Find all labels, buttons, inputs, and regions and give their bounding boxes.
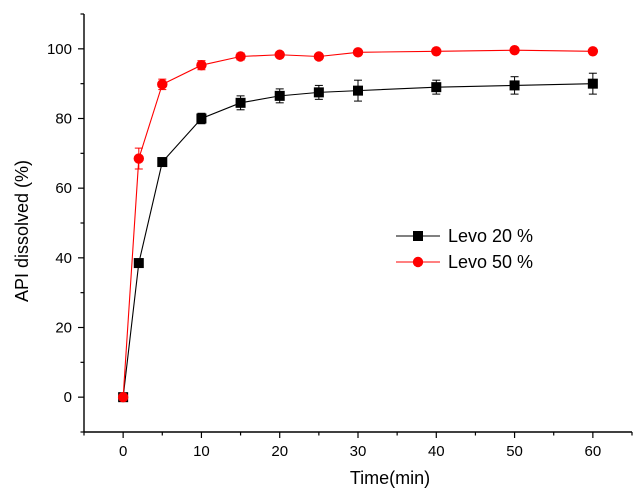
data-point-circle [157, 79, 168, 90]
y-tick-label: 100 [47, 41, 72, 58]
legend-label: Levo 50 % [448, 252, 533, 272]
x-tick-label: 0 [119, 443, 127, 460]
data-point-square [353, 85, 363, 96]
x-tick-label: 20 [271, 443, 288, 460]
data-point-circle [352, 47, 364, 58]
data-point-circle [431, 46, 442, 57]
y-tick-label: 40 [55, 250, 72, 267]
data-point-circle [235, 51, 246, 62]
y-tick-label: 20 [55, 320, 72, 337]
data-point-square [587, 78, 598, 89]
legend: Levo 20 % Levo 50 % [396, 226, 533, 272]
x-tick-label: 40 [428, 443, 445, 460]
x-tick-label: 60 [585, 443, 602, 460]
data-point-square [235, 97, 246, 108]
data-point-circle [313, 51, 325, 62]
data-point-circle [133, 153, 144, 164]
data-point-circle [412, 256, 424, 268]
data-point-square [313, 87, 324, 98]
data-point-square [413, 231, 423, 241]
y-tick-label: 80 [55, 111, 72, 128]
axes: 0 10 20 30 40 50 60 0 20 40 60 80 100 [47, 13, 633, 460]
y-axis-title: API dissolved (%) [12, 160, 32, 302]
data-point-square [431, 82, 442, 93]
data-point-circle [274, 49, 285, 60]
series-line [122, 49, 593, 398]
series-1 [118, 72, 598, 403]
data-point-square [133, 258, 144, 269]
legend-label: Levo 20 % [448, 226, 533, 246]
series-2 [117, 45, 599, 403]
data-point-square [509, 80, 520, 91]
data-point-square [157, 157, 168, 168]
x-tick-label: 30 [350, 443, 367, 460]
x-tick-label: 50 [506, 443, 523, 460]
series-layer [117, 45, 599, 403]
data-point-square [274, 90, 285, 101]
data-point-circle [587, 46, 599, 57]
y-tick-label: 60 [55, 180, 72, 197]
data-point-circle [196, 60, 207, 71]
data-point-circle [117, 391, 129, 403]
x-tick-label: 10 [193, 443, 210, 460]
y-tick-label: 0 [64, 389, 72, 406]
data-point-circle [509, 45, 520, 56]
x-axis-title: Time(min) [350, 468, 430, 488]
data-point-square [196, 113, 207, 124]
